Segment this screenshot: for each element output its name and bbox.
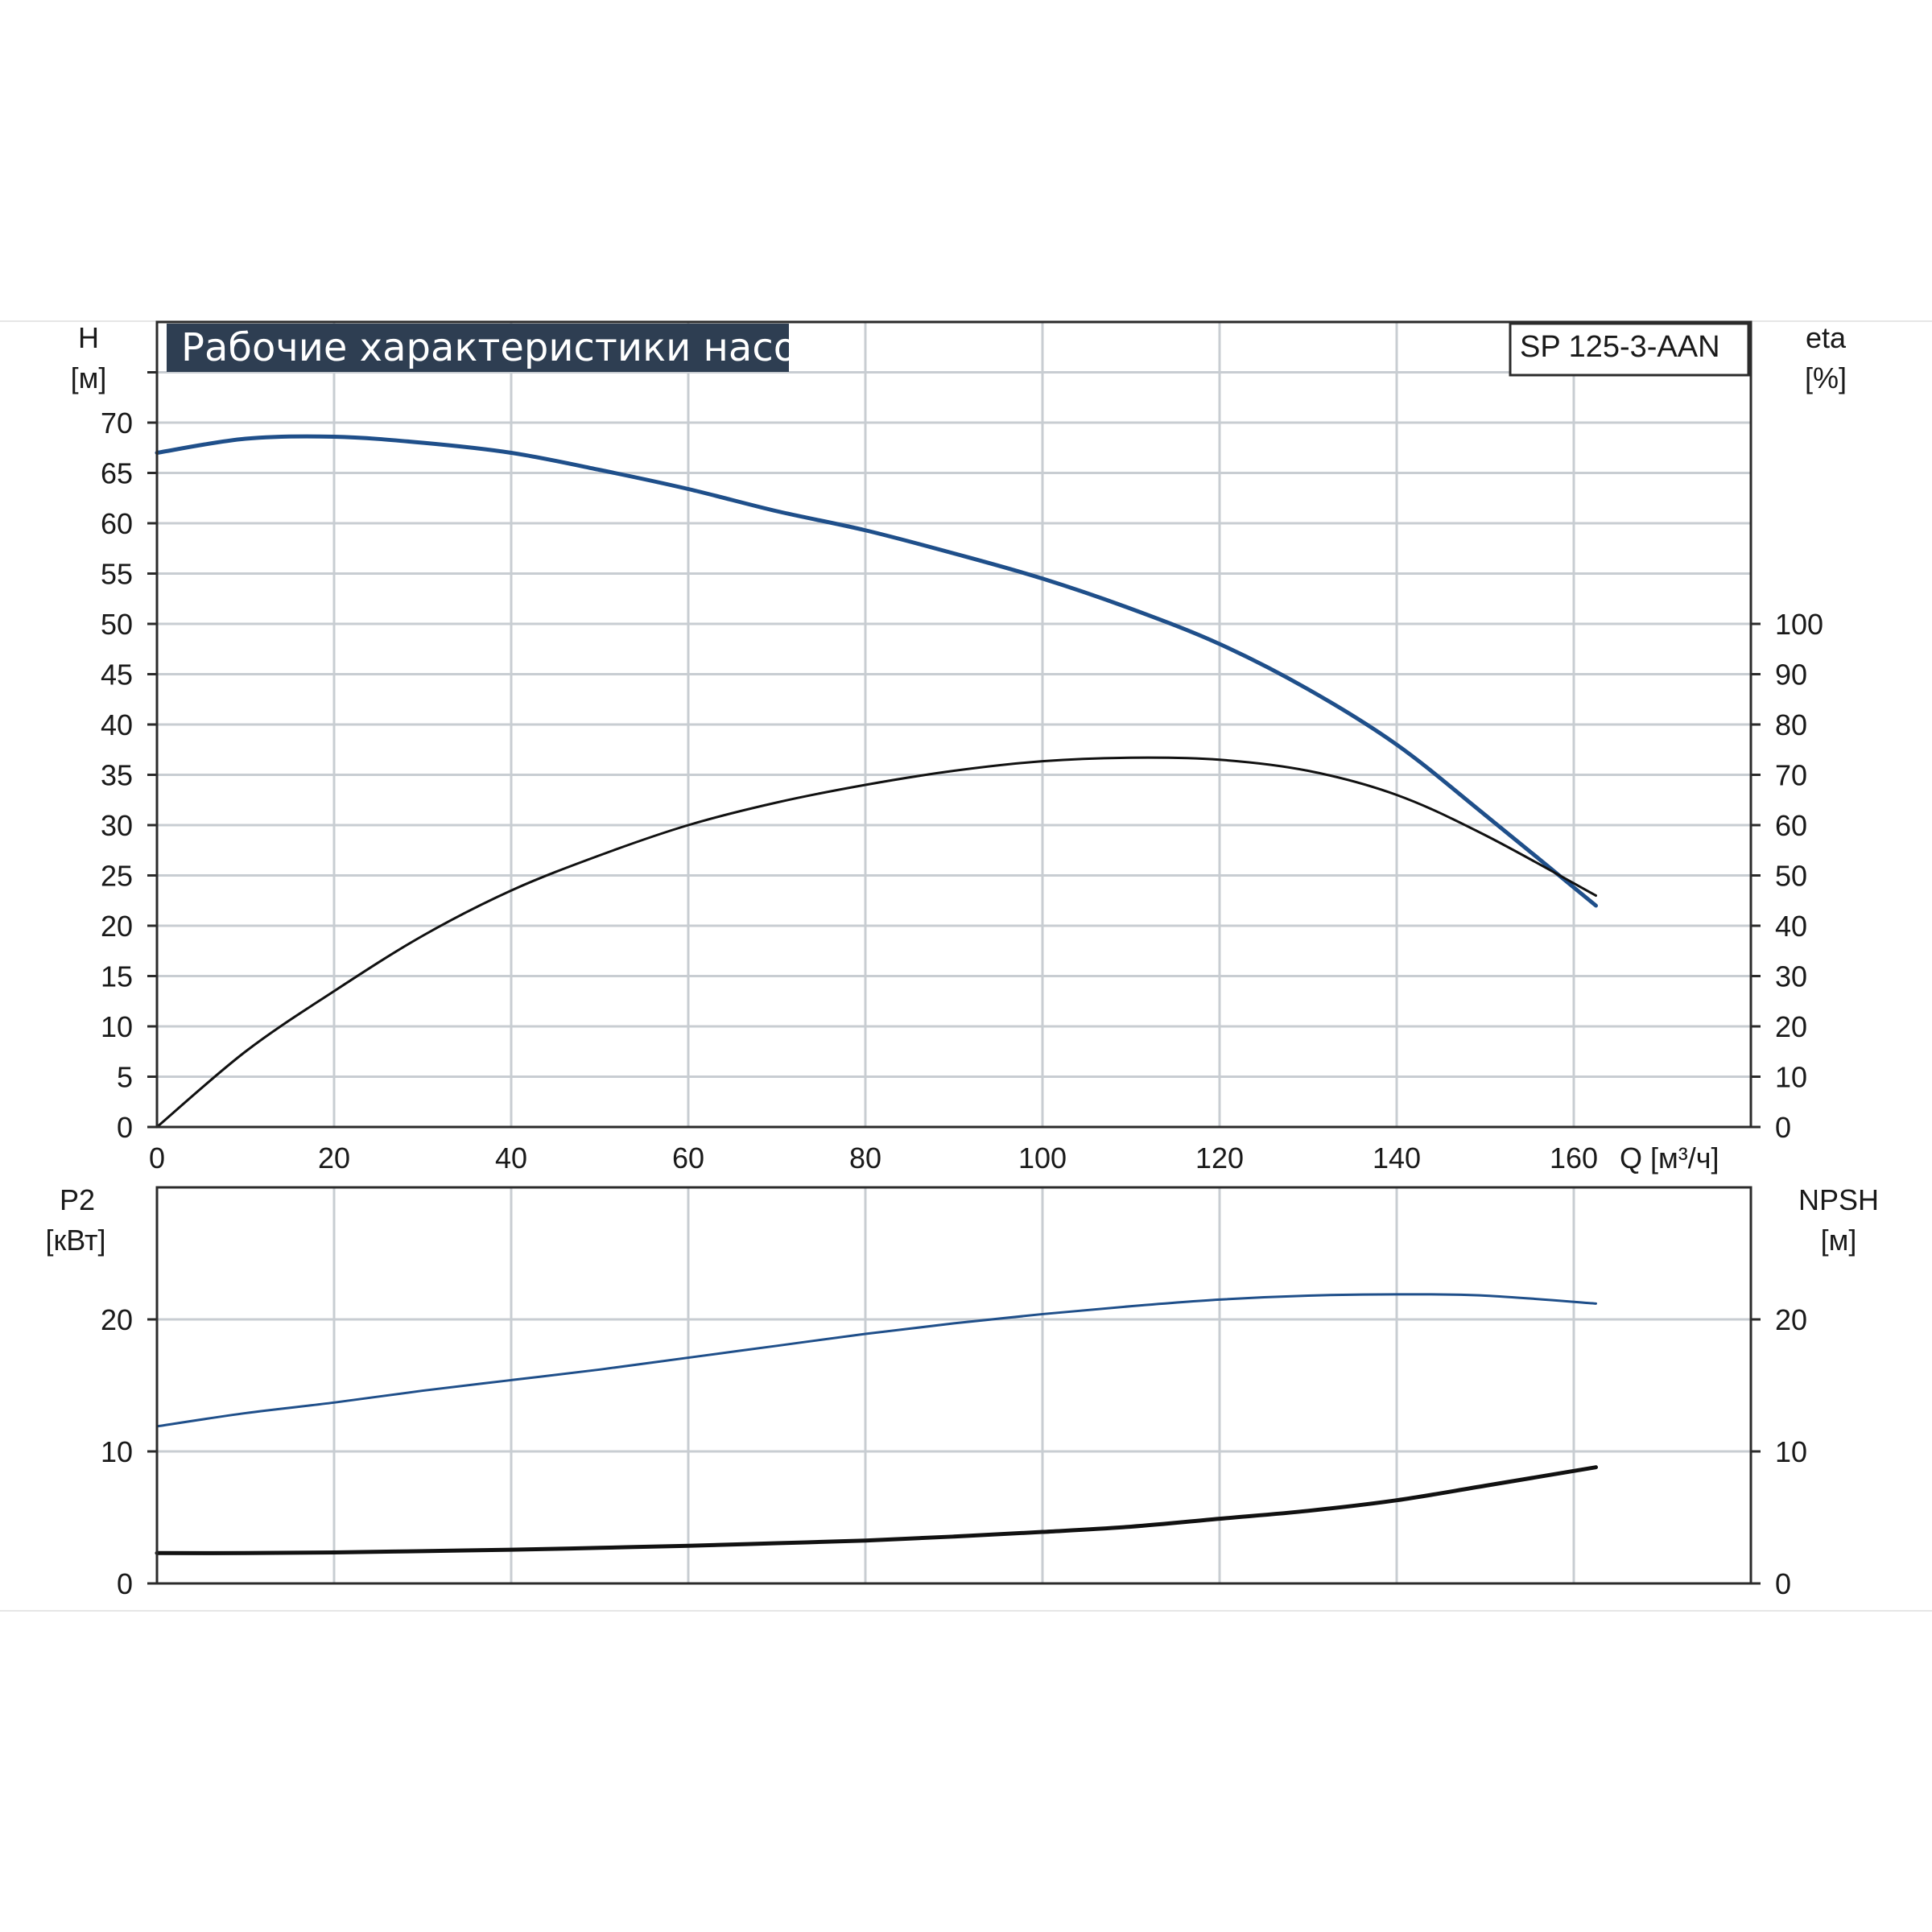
y-left-tick-label: 45 xyxy=(101,658,133,691)
y-left-label-p2: P2 xyxy=(60,1183,95,1216)
y-right-unit-npsh: [м] xyxy=(1821,1224,1857,1257)
y-right-tick-label: 10 xyxy=(1775,1061,1807,1094)
y-left-tick-label: 25 xyxy=(101,860,133,893)
y-right-label-npsh: NPSH xyxy=(1798,1183,1879,1216)
y-left-label-h: H xyxy=(78,321,99,354)
y-left-tick-label: 60 xyxy=(101,507,133,540)
y-right-tick-label: 90 xyxy=(1775,658,1807,691)
top-panel-series xyxy=(155,434,1598,1129)
efficiency-curve xyxy=(155,756,1597,1129)
model-label-box xyxy=(1509,322,1750,377)
y-left-tick-label: 0 xyxy=(117,1567,133,1600)
y-right-tick-label: 70 xyxy=(1775,759,1807,792)
bottom-panel-grid xyxy=(157,1187,1751,1583)
y-right-tick-label: 0 xyxy=(1775,1111,1791,1144)
x-tick-label: 40 xyxy=(495,1141,527,1174)
y-right-tick-label: 20 xyxy=(1775,1010,1807,1043)
y-left-tick-label: 30 xyxy=(101,809,133,842)
y-left-unit-p2: [кВт] xyxy=(45,1224,105,1257)
y-right-unit-eta: [%] xyxy=(1805,361,1847,394)
y-left-tick-label: 10 xyxy=(101,1435,133,1468)
npsh-curve xyxy=(155,1465,1598,1555)
y-left-tick-label: 50 xyxy=(101,608,133,641)
bottom-panel-ticks: 0 10 20 0 10 20 xyxy=(101,1303,1807,1600)
y-right-tick-label: 20 xyxy=(1775,1303,1807,1336)
y-right-tick-label: 100 xyxy=(1775,608,1823,641)
top-panel-ticks: 0 5 10 15 20 25 30 35 40 45 50 55 60 65 70 0 10 20 30 40 50 6… xyxy=(101,371,1823,1174)
y-right-tick-label: 80 xyxy=(1775,708,1807,741)
x-tick-label: 80 xyxy=(849,1141,881,1174)
chart-title: Рабочие характеристики насоса xyxy=(181,325,842,370)
y-left-tick-label: 20 xyxy=(101,1303,133,1336)
y-right-label-eta: eta xyxy=(1806,321,1847,354)
x-tick-label: 0 xyxy=(149,1141,165,1174)
model-label: SP 125-3-AAN xyxy=(1520,330,1720,364)
bottom-panel-series xyxy=(155,1293,1598,1555)
y-left-tick-label: 70 xyxy=(101,407,133,440)
y-left-tick-label: 55 xyxy=(101,558,133,591)
x-tick-label: 100 xyxy=(1018,1141,1067,1174)
y-left-tick-label: 65 xyxy=(101,457,133,490)
x-tick-label: 20 xyxy=(318,1141,350,1174)
x-tick-label: 140 xyxy=(1373,1141,1421,1174)
y-right-tick-label: 60 xyxy=(1775,809,1807,842)
chart-title-box xyxy=(167,324,789,372)
y-left-tick-label: 20 xyxy=(101,910,133,943)
x-tick-label: 120 xyxy=(1195,1141,1244,1174)
y-left-tick-label: 10 xyxy=(101,1010,133,1043)
x-axis-label-q: Q [м³/ч] xyxy=(1620,1141,1719,1174)
y-left-unit-h: [м] xyxy=(71,361,107,394)
y-left-tick-label: 5 xyxy=(117,1061,133,1094)
y-right-tick-label: 10 xyxy=(1775,1435,1807,1468)
top-panel-grid xyxy=(157,322,1751,1127)
x-tick-label: 160 xyxy=(1550,1141,1598,1174)
y-right-tick-label: 40 xyxy=(1775,910,1807,943)
bottom-panel-frame xyxy=(155,1186,1752,1585)
power-p2-curve xyxy=(155,1293,1597,1428)
y-left-tick-label: 35 xyxy=(101,759,133,792)
y-left-tick-label: 0 xyxy=(117,1111,133,1144)
y-left-tick-label: 40 xyxy=(101,708,133,741)
y-left-tick-label: 15 xyxy=(101,960,133,993)
x-tick-label: 60 xyxy=(672,1141,704,1174)
y-right-tick-label: 0 xyxy=(1775,1567,1791,1600)
y-right-tick-label: 50 xyxy=(1775,860,1807,893)
y-right-tick-label: 30 xyxy=(1775,960,1807,993)
head-curve xyxy=(155,434,1598,908)
